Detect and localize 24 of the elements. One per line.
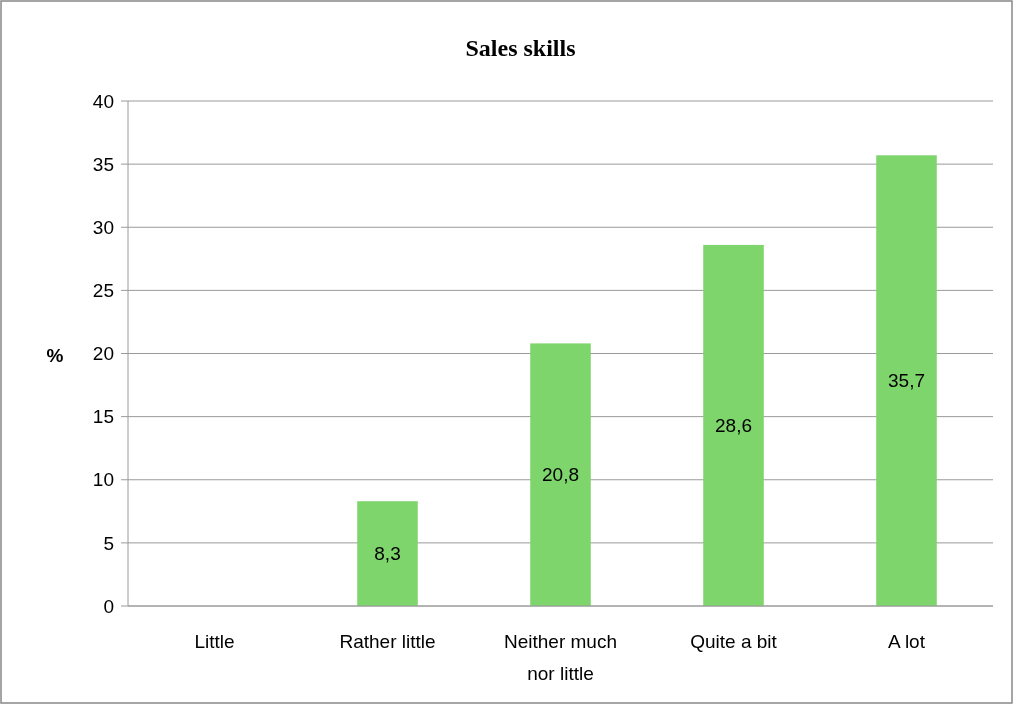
data-label: 8,3 (374, 543, 401, 565)
y-tick-label: 5 (103, 532, 114, 554)
y-tick-label: 0 (103, 595, 114, 617)
y-tick-label: 20 (92, 343, 114, 365)
y-tick-label: 30 (92, 216, 114, 238)
y-tick-label: 15 (92, 406, 114, 428)
bar (530, 343, 591, 606)
chart-title: Sales skills (465, 35, 576, 61)
data-label: 28,6 (715, 415, 752, 437)
bar (703, 244, 764, 606)
y-tick-label: 10 (92, 469, 114, 491)
x-tick-label: Little (194, 631, 235, 652)
y-axis-title: % (46, 345, 64, 366)
y-tick-label: 40 (92, 90, 114, 112)
x-tick-label: Quite a bit (690, 631, 778, 652)
x-tick-label: Neither much nor little (504, 631, 617, 684)
x-tick-label: A lot (888, 631, 926, 652)
y-tick-label: 35 (92, 153, 114, 175)
bar (357, 501, 418, 606)
x-tick-label: Rather little (339, 631, 436, 652)
y-tick-label: 25 (92, 280, 114, 302)
data-label: 20,8 (542, 464, 579, 486)
data-label: 35,7 (888, 370, 925, 392)
bar (876, 155, 937, 606)
